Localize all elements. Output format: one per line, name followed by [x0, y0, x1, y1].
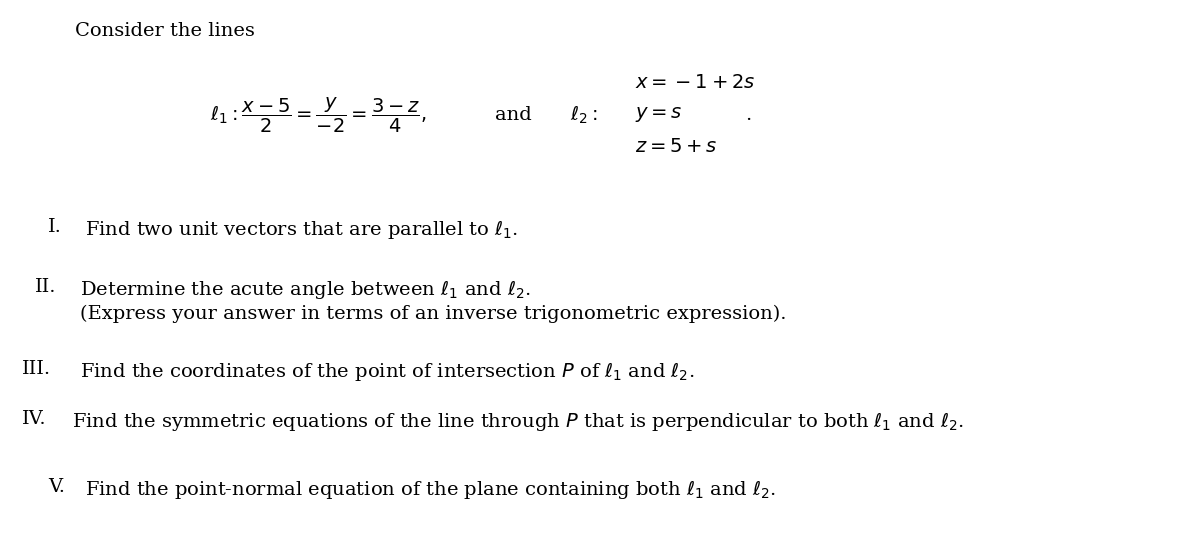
Text: $y = s$: $y = s$: [635, 106, 683, 124]
Text: $z = 5+s$: $z = 5+s$: [635, 138, 718, 156]
Text: Find the coordinates of the point of intersection $P$ of $\ell_1$ and $\ell_2$.: Find the coordinates of the point of int…: [80, 360, 695, 383]
Text: $\ell_1 : \dfrac{x-5}{2} = \dfrac{y}{-2} = \dfrac{3-z}{4},$: $\ell_1 : \dfrac{x-5}{2} = \dfrac{y}{-2}…: [210, 95, 426, 135]
Text: .: .: [745, 106, 751, 124]
Text: IV.: IV.: [22, 410, 47, 428]
Text: Find the symmetric equations of the line through $P$ that is perpendicular to bo: Find the symmetric equations of the line…: [72, 410, 964, 433]
Text: $x = -1+2s$: $x = -1+2s$: [635, 74, 756, 92]
Text: Find two unit vectors that are parallel to $\ell_1$.: Find two unit vectors that are parallel …: [85, 218, 518, 241]
Text: III.: III.: [22, 360, 52, 378]
Text: Consider the lines: Consider the lines: [74, 22, 254, 40]
Text: I.: I.: [48, 218, 62, 236]
Text: Find the point-normal equation of the plane containing both $\ell_1$ and $\ell_2: Find the point-normal equation of the pl…: [85, 478, 776, 501]
Text: V.: V.: [48, 478, 65, 496]
Text: II.: II.: [35, 278, 56, 296]
Text: and: and: [496, 106, 532, 124]
Text: Determine the acute angle between $\ell_1$ and $\ell_2$.: Determine the acute angle between $\ell_…: [80, 278, 530, 301]
Text: $\ell_2 :$: $\ell_2 :$: [570, 104, 598, 126]
Text: (Express your answer in terms of an inverse trigonometric expression).: (Express your answer in terms of an inve…: [80, 305, 786, 323]
